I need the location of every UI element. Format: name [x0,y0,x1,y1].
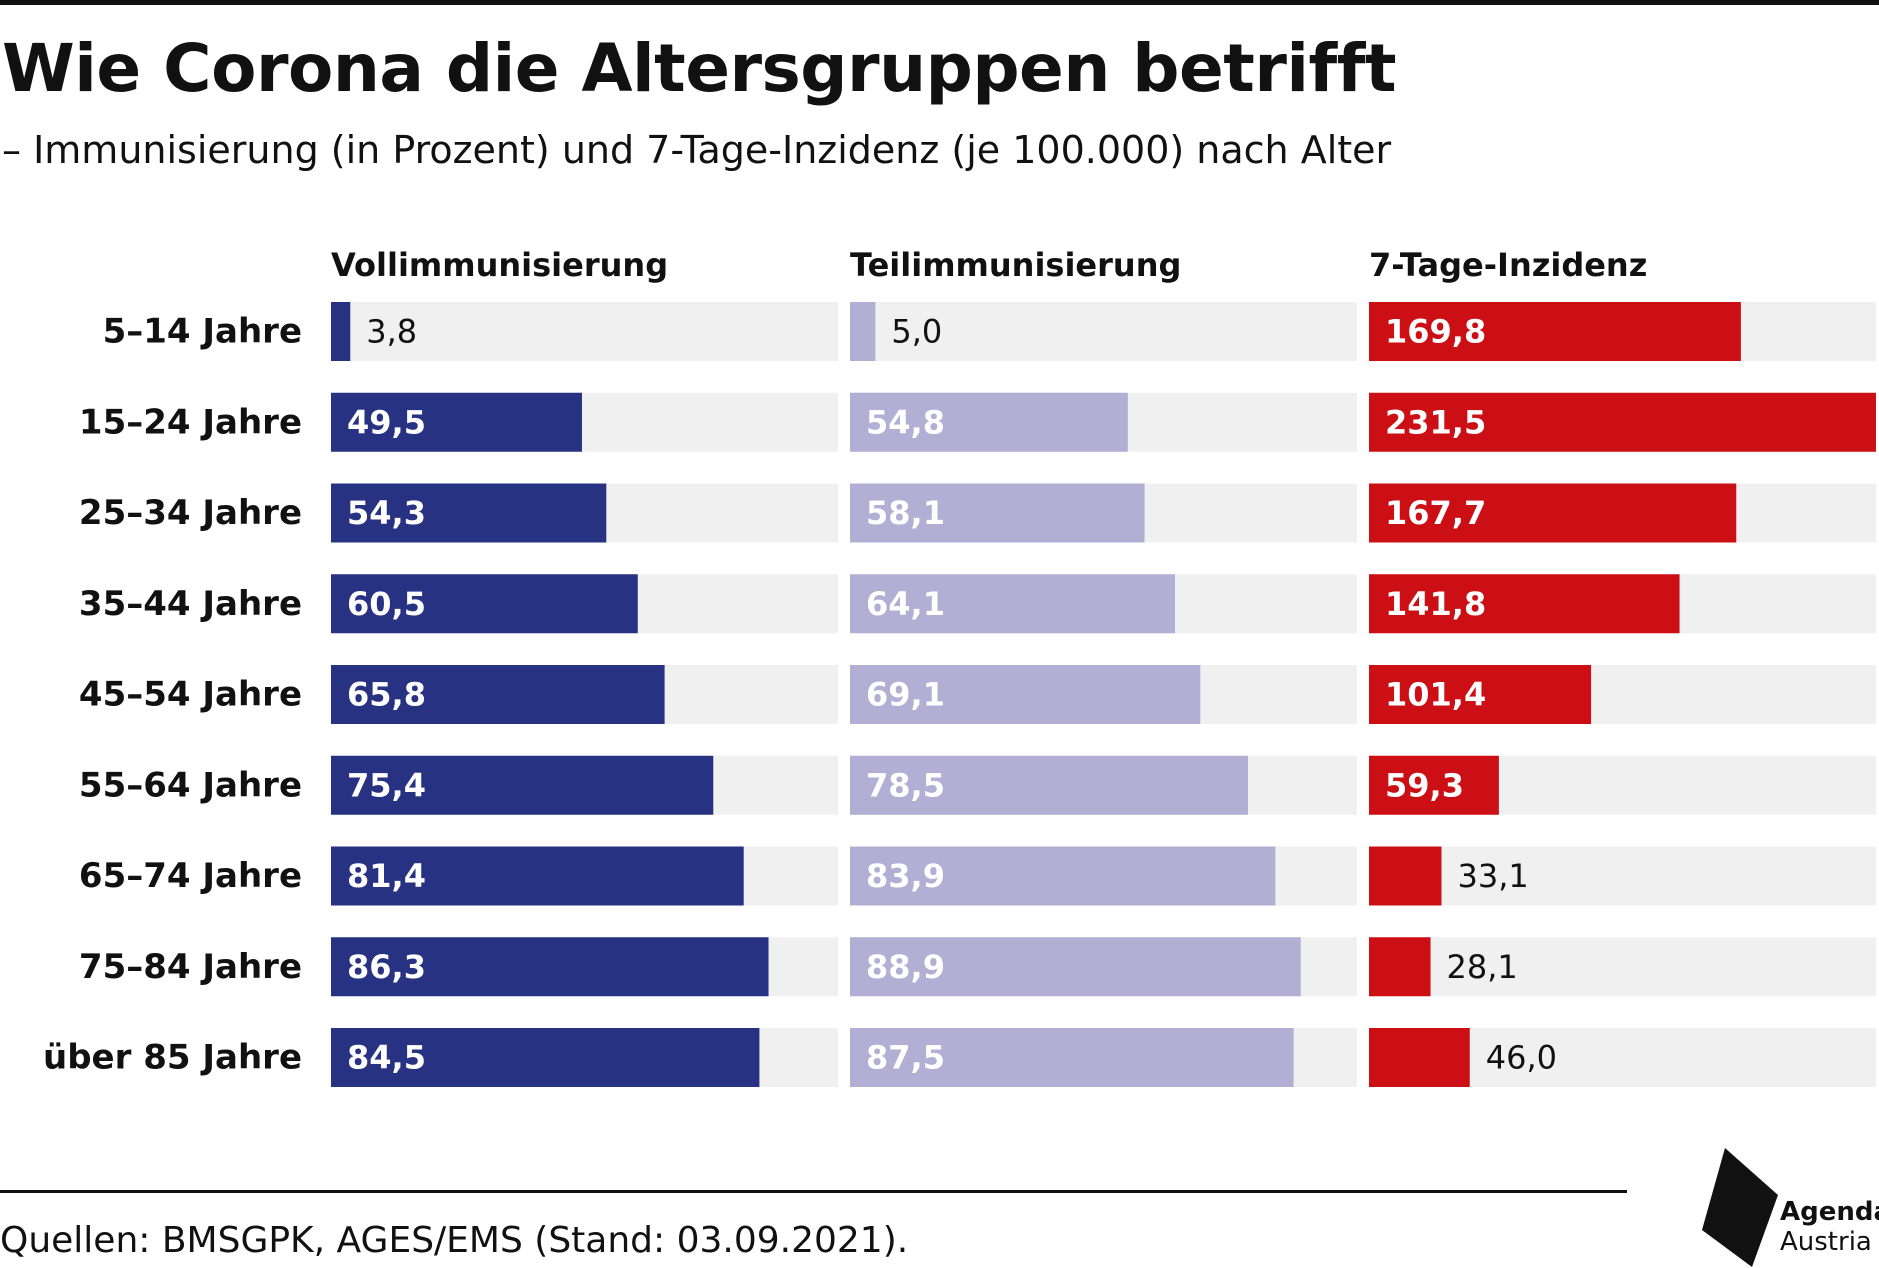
category-label: über 85 Jahre [43,1038,302,1078]
series-header: Teilimmunisierung [850,246,1181,284]
data-label: 46,0 [1486,1039,1557,1077]
agenda-austria-logo: Agenda Austria [1700,1145,1879,1268]
category-label: 55–64 Jahre [79,765,302,805]
source-note: Quellen: BMSGPK, AGES/EMS (Stand: 03.09.… [0,1220,909,1261]
data-label: 81,4 [347,857,426,895]
bar [1369,937,1431,997]
data-label: 78,5 [866,766,945,804]
data-label: 101,4 [1385,676,1486,714]
data-label: 65,8 [347,676,426,714]
data-label: 83,9 [866,857,945,895]
data-label: 33,1 [1457,857,1528,895]
category-label: 75–84 Jahre [79,947,302,987]
logo-text-agenda: Agenda [1780,1197,1879,1227]
data-label: 75,4 [347,766,426,804]
data-label: 84,5 [347,1039,426,1077]
bar [1369,483,1737,543]
bar-track [1369,846,1876,906]
data-label: 88,9 [866,948,945,986]
footer-rule [0,1190,1627,1193]
bar [850,1028,1294,1087]
bar [331,574,638,634]
top-rule [0,0,1879,5]
logo-mark-icon [1702,1148,1778,1267]
chart-subtitle: – Immunisierung (in Prozent) und 7-Tage-… [2,128,1392,172]
category-label: 25–34 Jahre [79,493,302,533]
bar [850,755,1248,815]
bar [331,483,607,543]
data-label: 141,8 [1385,585,1486,623]
logo-text-austria: Austria [1780,1227,1872,1257]
data-label: 5,0 [891,313,942,351]
data-label: 69,1 [866,676,945,714]
data-label: 54,3 [347,494,426,532]
data-label: 86,3 [347,948,426,986]
bar [1369,574,1680,634]
bar [1369,392,1876,452]
bar [1369,755,1499,815]
bar [331,755,714,815]
category-label: 5–14 Jahre [103,312,302,352]
bar [331,937,769,997]
bar [850,846,1276,906]
category-label: 35–44 Jahre [79,584,302,624]
series-header: 7-Tage-Inzidenz [1369,246,1647,284]
data-label: 87,5 [866,1039,945,1077]
bar [850,665,1201,724]
bar-chart: 5–14 Jahre 15–24 Jahre 25–34 Jahre 35–44 Ja… [43,246,1876,1087]
bar [331,665,665,724]
bar [1369,665,1592,724]
category-label: 15–24 Jahre [79,402,302,442]
bar [850,302,876,361]
data-label: 3,8 [366,313,417,351]
data-label: 167,7 [1385,494,1486,532]
bar-track [331,302,838,361]
category-label: 45–54 Jahre [79,675,302,715]
bar [850,937,1301,997]
bar [850,392,1128,452]
bar [1369,1028,1470,1087]
data-label: 54,8 [866,403,945,441]
data-label: 231,5 [1385,403,1486,441]
data-label: 49,5 [347,403,426,441]
data-label: 169,8 [1385,313,1486,351]
data-label: 64,1 [866,585,945,623]
data-label: 28,1 [1447,948,1518,986]
bar [850,574,1175,634]
bar [331,392,582,452]
chart-title: Wie Corona die Altersgruppen betrifft [2,30,1397,107]
data-label: 58,1 [866,494,945,532]
bar-track [1369,937,1876,997]
bar [331,1028,760,1087]
bar-track [850,302,1357,361]
bar [331,846,744,906]
category-label: 65–74 Jahre [79,856,302,896]
bar [1369,302,1741,361]
series-header: Vollimmunisierung [331,246,668,284]
bar [1369,846,1442,906]
data-label: 59,3 [1385,766,1464,804]
bar [331,302,351,361]
bar [850,483,1145,543]
data-label: 60,5 [347,585,426,623]
